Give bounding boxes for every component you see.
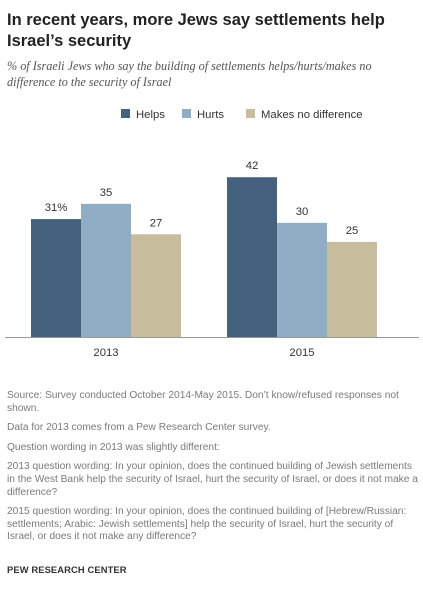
data-label-2013-hurts: 35 [100, 187, 113, 199]
chart-notes: Source: Survey conducted October 2014-Ma… [7, 390, 421, 551]
chart-title: In recent years, more Jews say settlemen… [7, 11, 385, 50]
legend-swatch-helps [121, 109, 130, 118]
legend-label-helps: Helps [136, 109, 165, 121]
wording-note: Question wording in 2013 was slightly di… [7, 441, 220, 453]
chart-subtitle: % of Israeli Jews who say the building o… [7, 59, 372, 89]
legend-swatch-hurts [182, 109, 191, 118]
legend-swatch-makes-no-difference [246, 109, 255, 118]
legend-label-makes-no-difference: Makes no difference [261, 109, 363, 121]
bar-chart: Helps Hurts Makes no difference 31% 35 27 2013… [5, 109, 419, 359]
bar-2013-helps [31, 219, 81, 337]
bar-2013-hurts [81, 203, 131, 337]
data-label-2015-helps: 42 [246, 160, 259, 172]
wording-2013-note: 2013 question wording: In your opinion, … [7, 461, 418, 498]
source-note: Source: Survey conducted October 2014-Ma… [7, 390, 399, 414]
data-label-2013-makes-no-difference: 27 [150, 217, 163, 229]
bar-2015-hurts [277, 222, 327, 337]
bar-2015-makes-no-difference [327, 241, 377, 337]
wording-2015-note: 2015 question wording: In your opinion, … [7, 506, 407, 543]
data-label-2015-makes-no-difference: 25 [346, 225, 359, 237]
legend-label-hurts: Hurts [197, 109, 224, 121]
bar-2013-makes-no-difference [131, 234, 181, 337]
x-tick-label-2013: 2013 [93, 347, 118, 359]
bar-2015-helps [227, 177, 277, 337]
source-org: PEW RESEARCH CENTER [7, 564, 127, 575]
x-tick-label-2015: 2015 [289, 347, 314, 359]
data-2013-note: Data for 2013 comes from a Pew Research … [7, 422, 271, 434]
data-label-2013-helps: 31% [45, 202, 68, 214]
data-label-2015-hurts: 30 [296, 206, 309, 218]
